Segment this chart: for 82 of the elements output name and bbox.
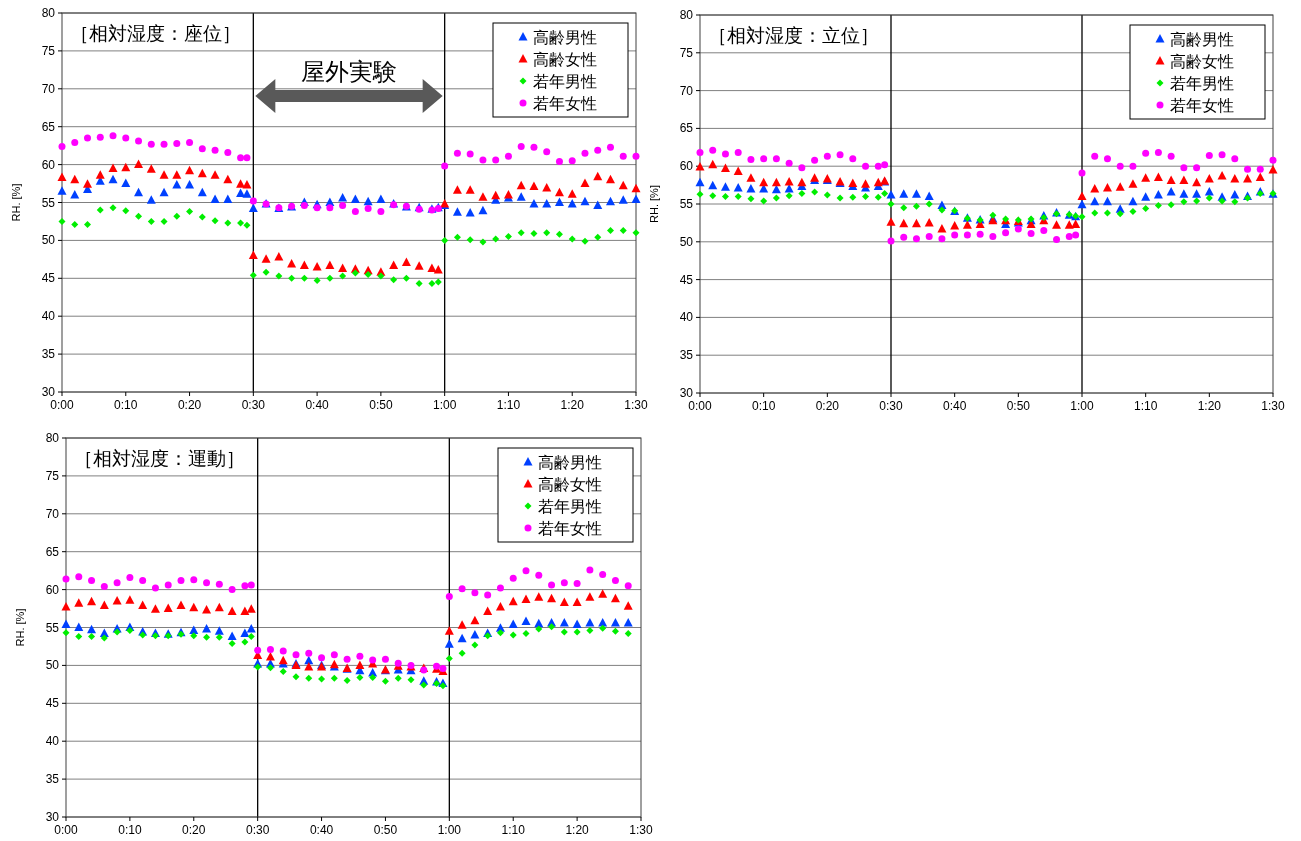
y-tick-label: 65 (679, 121, 694, 136)
y-tick-label: 80 (41, 6, 56, 20)
text: ［相対湿度：座位］ (70, 23, 241, 44)
y-axis-title: RH. [%] (648, 185, 660, 223)
y-tick-label: 45 (679, 272, 694, 287)
x-tick-label: 0:10 (118, 823, 142, 837)
y-tick-label: 30 (679, 386, 694, 400)
y-tick-label: 70 (679, 83, 694, 98)
x-tick-label: 1:30 (1261, 399, 1285, 413)
x-tick-label: 0:40 (305, 398, 330, 412)
y-tick-label: 60 (41, 157, 56, 172)
y-tick-label: 70 (45, 506, 60, 521)
legend-label: 高齢男性 (1170, 31, 1234, 48)
legend-label: 若年男性 (538, 498, 602, 515)
x-tick-label: 1:10 (501, 823, 526, 837)
x-tick-label: 1:30 (624, 398, 648, 412)
y-tick-label: 65 (41, 119, 56, 134)
y-tick-label: 30 (41, 385, 56, 399)
x-tick-label: 0:20 (815, 399, 840, 413)
y-tick-label: 30 (45, 810, 60, 824)
x-tick-label: 0:10 (751, 399, 776, 413)
x-tick-label: 0:20 (182, 823, 206, 837)
legend-label: 高齢男性 (533, 29, 597, 46)
x-tick-label: 0:50 (369, 398, 393, 412)
legend-label: 若年男性 (1170, 75, 1234, 92)
x-tick-label: 1:10 (496, 398, 521, 412)
text: ［相対湿度：運動］ (74, 448, 245, 469)
legend-label: 高齢女性 (538, 476, 602, 493)
legend-label: 若年女性 (533, 95, 597, 112)
x-tick-label: 1:20 (560, 398, 585, 412)
y-tick-label: 40 (679, 310, 694, 325)
y-tick-label: 55 (679, 197, 694, 211)
x-tick-label: 0:30 (879, 399, 903, 413)
y-tick-label: 35 (45, 772, 60, 787)
y-tick-label: 35 (679, 348, 694, 363)
x-tick-label: 0:30 (241, 398, 266, 412)
y-tick-label: 80 (679, 8, 694, 22)
y-tick-label: 75 (41, 43, 56, 58)
legend-label: 高齢男性 (538, 454, 602, 471)
x-tick-label: 1:00 (432, 398, 457, 412)
x-tick-label: 0:30 (245, 823, 270, 837)
y-tick-label: 75 (679, 45, 694, 60)
x-tick-label: 1:30 (629, 823, 653, 837)
y-tick-label: 40 (41, 309, 56, 324)
y-tick-label: 65 (45, 544, 60, 559)
y-tick-label: 80 (45, 431, 60, 445)
annotation: 屋外実験 (301, 58, 397, 85)
x-tick-label: 1:00 (437, 823, 462, 837)
y-tick-label: 55 (41, 195, 56, 210)
legend-label: 若年女性 (538, 520, 602, 537)
legend-label: 若年男性 (533, 73, 597, 90)
x-tick-label: 0:00 (688, 399, 712, 413)
x-tick-label: 0:50 (373, 823, 398, 837)
y-tick-label: 50 (679, 234, 694, 249)
y-tick-label: 60 (679, 159, 694, 174)
y-tick-label: 70 (41, 81, 56, 96)
y-tick-label: 50 (45, 658, 60, 673)
x-tick-label: 0:00 (54, 823, 78, 837)
text: ［相対湿度：立位］ (708, 25, 879, 46)
legend-label: 若年女性 (1170, 97, 1234, 114)
x-tick-label: 1:20 (1197, 399, 1222, 413)
x-tick-label: 0:00 (50, 398, 74, 412)
y-tick-label: 75 (45, 468, 60, 483)
x-tick-label: 1:20 (565, 823, 590, 837)
y-tick-label: 45 (41, 271, 56, 286)
x-tick-label: 0:40 (942, 399, 967, 413)
y-tick-label: 45 (45, 696, 60, 711)
x-tick-label: 1:10 (1133, 399, 1158, 413)
y-tick-label: 40 (45, 734, 60, 749)
x-tick-label: 0:40 (309, 823, 334, 837)
y-axis-title: RH. [%] (14, 608, 26, 647)
y-axis-title: RH. [%] (10, 183, 22, 222)
x-tick-label: 0:20 (177, 398, 202, 412)
legend-label: 高齢女性 (533, 51, 597, 68)
x-tick-label: 1:00 (1070, 399, 1094, 413)
y-tick-label: 35 (41, 347, 56, 362)
y-tick-label: 55 (45, 620, 60, 635)
x-tick-label: 0:50 (1006, 399, 1031, 413)
legend-label: 高齢女性 (1170, 53, 1234, 70)
y-tick-label: 50 (41, 233, 56, 248)
y-tick-label: 60 (45, 582, 60, 597)
x-tick-label: 0:10 (114, 398, 138, 412)
